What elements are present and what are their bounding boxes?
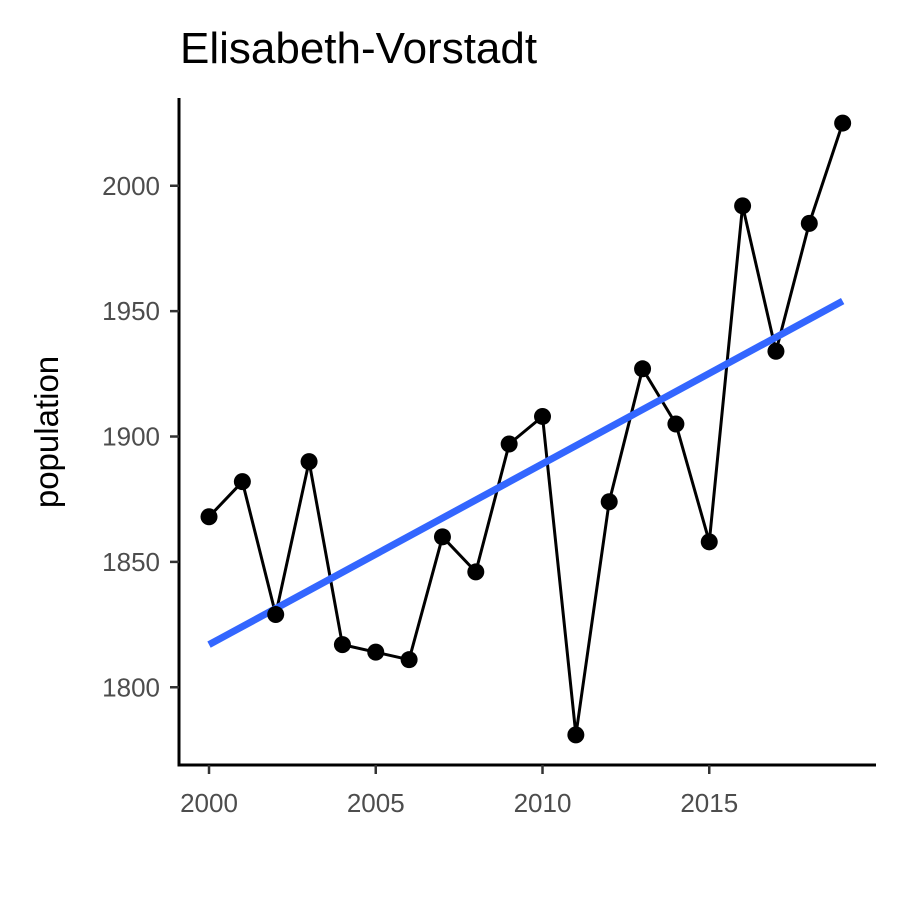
y-tick-label: 1850 [102, 547, 160, 577]
x-tick-label: 2005 [347, 788, 405, 818]
y-axis-title: population [28, 356, 65, 508]
data-point [467, 563, 485, 581]
chart-title: Elisabeth-Vorstadt [180, 24, 537, 73]
x-tick-label: 2015 [680, 788, 738, 818]
x-tick-label: 2000 [180, 788, 238, 818]
data-point [267, 606, 285, 624]
y-tick-label: 1950 [102, 296, 160, 326]
data-point [767, 342, 785, 360]
data-point [667, 415, 685, 433]
data-point [500, 435, 518, 453]
data-point [233, 473, 251, 491]
data-point [400, 651, 418, 669]
data-point [433, 528, 451, 546]
data-point [200, 508, 218, 526]
y-axis-ticks: 1800 1850 1900 1950 2000 [102, 171, 179, 702]
y-tick-label: 2000 [102, 171, 160, 201]
x-axis-ticks: 2000 2005 2010 2015 [180, 765, 738, 818]
data-point [333, 636, 351, 654]
data-point [734, 197, 752, 215]
data-point [634, 360, 652, 378]
x-tick-label: 2010 [514, 788, 572, 818]
data-point [367, 643, 385, 661]
data-point [600, 493, 618, 511]
data-point [800, 214, 818, 232]
plot-area [200, 114, 852, 744]
trend-line [207, 298, 845, 648]
y-tick-label: 1900 [102, 422, 160, 452]
data-point [300, 453, 318, 471]
data-point [567, 726, 585, 744]
series-line [207, 122, 845, 737]
data-point [700, 533, 718, 551]
data-point [834, 114, 852, 132]
y-tick-label: 1800 [102, 672, 160, 702]
data-point [534, 407, 552, 425]
